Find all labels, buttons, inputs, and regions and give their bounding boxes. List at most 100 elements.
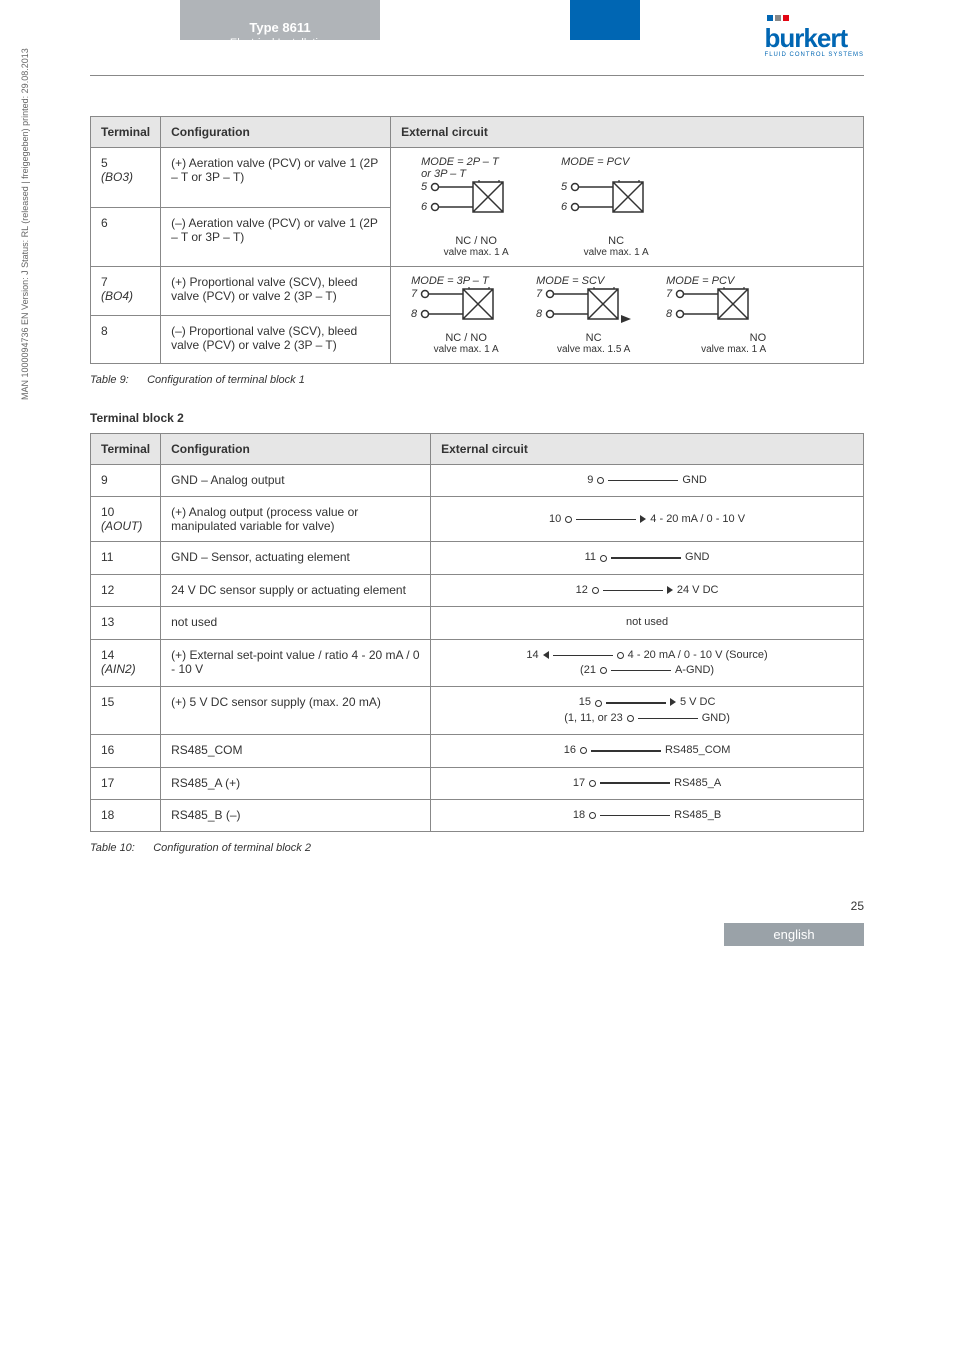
t2-row-9: 9 GND – Analog output9 GND — [91, 465, 864, 497]
svg-text:6: 6 — [561, 201, 568, 213]
section-2-title: Terminal block 2 — [90, 411, 864, 425]
t2-ext-14: 14 4 - 20 mA / 0 - 10 V (Source)(21 A-GN… — [431, 639, 864, 687]
t1-ext2-label-a: NC / NO — [411, 332, 521, 344]
t2-h-terminal: Terminal — [91, 434, 161, 465]
header-blue-block — [570, 0, 640, 40]
t2-ext-10: 10 4 - 20 mA / 0 - 10 V — [431, 497, 864, 542]
t2-conf-13: not used — [161, 607, 431, 639]
logo: burkert FLUID CONTROL SYSTEMS — [765, 15, 864, 58]
svg-text:5: 5 — [561, 181, 568, 193]
svg-text:5: 5 — [421, 181, 428, 193]
doc-type-title: Type 8611 — [180, 20, 380, 35]
wire-icon — [603, 590, 663, 592]
terminal-dot-icon — [565, 516, 572, 523]
wire-icon — [608, 480, 678, 482]
wire-icon — [576, 519, 636, 521]
t2-ext-12: 12 24 V DC — [431, 574, 864, 606]
t2-conf-9: GND – Analog output — [161, 465, 431, 497]
svg-text:6: 6 — [421, 201, 428, 213]
valve-icon-1: 5 6 — [421, 180, 531, 235]
wire-icon — [606, 702, 666, 704]
circuit-pin-3: 12 — [576, 583, 588, 598]
terminal-dot-icon — [627, 715, 634, 722]
circuit-label-7: RS485_COM — [665, 743, 730, 758]
circuit-pin-6: 15 — [579, 695, 591, 710]
t2-row-12: 1224 V DC sensor supply or actuating ele… — [91, 574, 864, 606]
terminal-dot-icon — [595, 700, 602, 707]
t2-term-11: 11 — [91, 542, 161, 574]
circuit-label-8: RS485_A — [674, 776, 721, 791]
t1-ext2-mode-b-line: MODE = SCV — [536, 275, 651, 287]
t2-conf-14: (+) External set-point value / ratio 4 -… — [161, 639, 431, 687]
svg-text:7: 7 — [666, 288, 673, 300]
circuit-label2-6: GND) — [702, 711, 730, 726]
t2-ext-13: not used — [431, 607, 864, 639]
arrow-right-icon — [667, 583, 673, 598]
circuit-label-6: 5 V DC — [680, 695, 715, 710]
wire-icon — [600, 815, 670, 817]
t1-h-ext: External circuit — [391, 117, 864, 148]
t1-ext1-mode-b: MODE = PCV 5 6 — [561, 156, 671, 258]
t2-ext-16: 16 RS485_COM — [431, 735, 864, 767]
t2-row-17: 17RS485_A (+)17 RS485_A — [91, 767, 864, 799]
t1-ext2-cap-c: valve max. 1 A — [666, 344, 766, 355]
t2-row-13: 13not usednot used — [91, 607, 864, 639]
content: Terminal Configuration External circuit … — [0, 116, 954, 854]
side-meta-text: MAN 1000094736 EN Version: J Status: RL … — [20, 48, 30, 400]
valve-icon-3: 7 8 — [411, 287, 521, 332]
wire-icon — [600, 782, 670, 784]
logo-bar-1 — [767, 15, 773, 21]
circuit-pin-7: 16 — [564, 743, 576, 758]
t1-conf-7: (+) Proportional valve (SCV), bleed valv… — [161, 267, 391, 316]
caption-2-label: Table 10: — [90, 842, 135, 854]
wire-icon — [611, 670, 671, 672]
t1-ext2-cap-b: valve max. 1.5 A — [536, 344, 651, 355]
terminal-dot-icon — [592, 587, 599, 594]
terminal-dot-icon — [580, 747, 587, 754]
t2-conf-11: GND – Sensor, actuating element — [161, 542, 431, 574]
t2-conf-18: RS485_B (–) — [161, 799, 431, 831]
terminal-dot-icon — [589, 780, 596, 787]
circuit-line-8: 17 RS485_A — [441, 776, 853, 791]
t2-row-14: 14(AIN2)(+) External set-point value / r… — [91, 639, 864, 687]
t2-ext-text-4: not used — [626, 616, 668, 628]
page-number: 25 — [0, 879, 954, 923]
t2-term-16: 16 — [91, 735, 161, 767]
header-rule — [90, 75, 864, 76]
t1-term-5: 5 (BO3) — [91, 148, 161, 208]
t2-ext-15: 15 5 V DC(1, 11, or 23 GND) — [431, 687, 864, 735]
t1-h-terminal: Terminal — [91, 117, 161, 148]
circuit-label-0: GND — [682, 473, 706, 488]
circuit-line2-5: (21 A-GND) — [441, 663, 853, 678]
circuit-label-1: 4 - 20 mA / 0 - 10 V — [650, 512, 745, 527]
t2-row-18: 18RS485_B (–)18 RS485_B — [91, 799, 864, 831]
t1-conf-5: (+) Aeration valve (PCV) or valve 1 (2P … — [161, 148, 391, 208]
t1-ext2-mode-b: MODE = SCV 7 8 — [536, 275, 651, 355]
arrow-left-icon — [543, 648, 549, 663]
t1-ext2-mode-a-line: MODE = 3P – T — [411, 275, 521, 287]
logo-tagline: FLUID CONTROL SYSTEMS — [765, 52, 864, 58]
t2-row-16: 16RS485_COM16 RS485_COM — [91, 735, 864, 767]
circuit-line-2: 11 GND — [441, 550, 853, 565]
t2-row-10: 10(AOUT)(+) Analog output (process value… — [91, 497, 864, 542]
logo-bar-3 — [783, 15, 789, 21]
t1-term-8: 8 — [91, 315, 161, 364]
t1-ext2-cap-a: valve max. 1 A — [411, 344, 521, 355]
valve-icon-4: 7 8 — [536, 287, 651, 332]
valve-icon-2: 5 6 — [561, 180, 671, 235]
t2-conf-16: RS485_COM — [161, 735, 431, 767]
logo-bar-2 — [775, 15, 781, 21]
t2-h-ext: External circuit — [431, 434, 864, 465]
t1-ext2-mode-c: MODE = PCV 7 8 NO — [666, 275, 766, 355]
wire-icon — [611, 557, 681, 559]
t2-term-12: 12 — [91, 574, 161, 606]
circuit-pin-0: 9 — [587, 473, 593, 488]
t2-ext-9: 9 GND — [431, 465, 864, 497]
t1-term-5-num: 5 — [101, 156, 108, 170]
wire-icon — [553, 655, 613, 657]
t1-ext1-mode-b-line: MODE = PCV — [561, 156, 671, 168]
t1-ext2-label-c: NO — [666, 332, 766, 344]
table-1: Terminal Configuration External circuit … — [90, 116, 864, 364]
caption-1-text: Configuration of terminal block 1 — [147, 374, 305, 386]
logo-text: burkert — [765, 23, 864, 54]
